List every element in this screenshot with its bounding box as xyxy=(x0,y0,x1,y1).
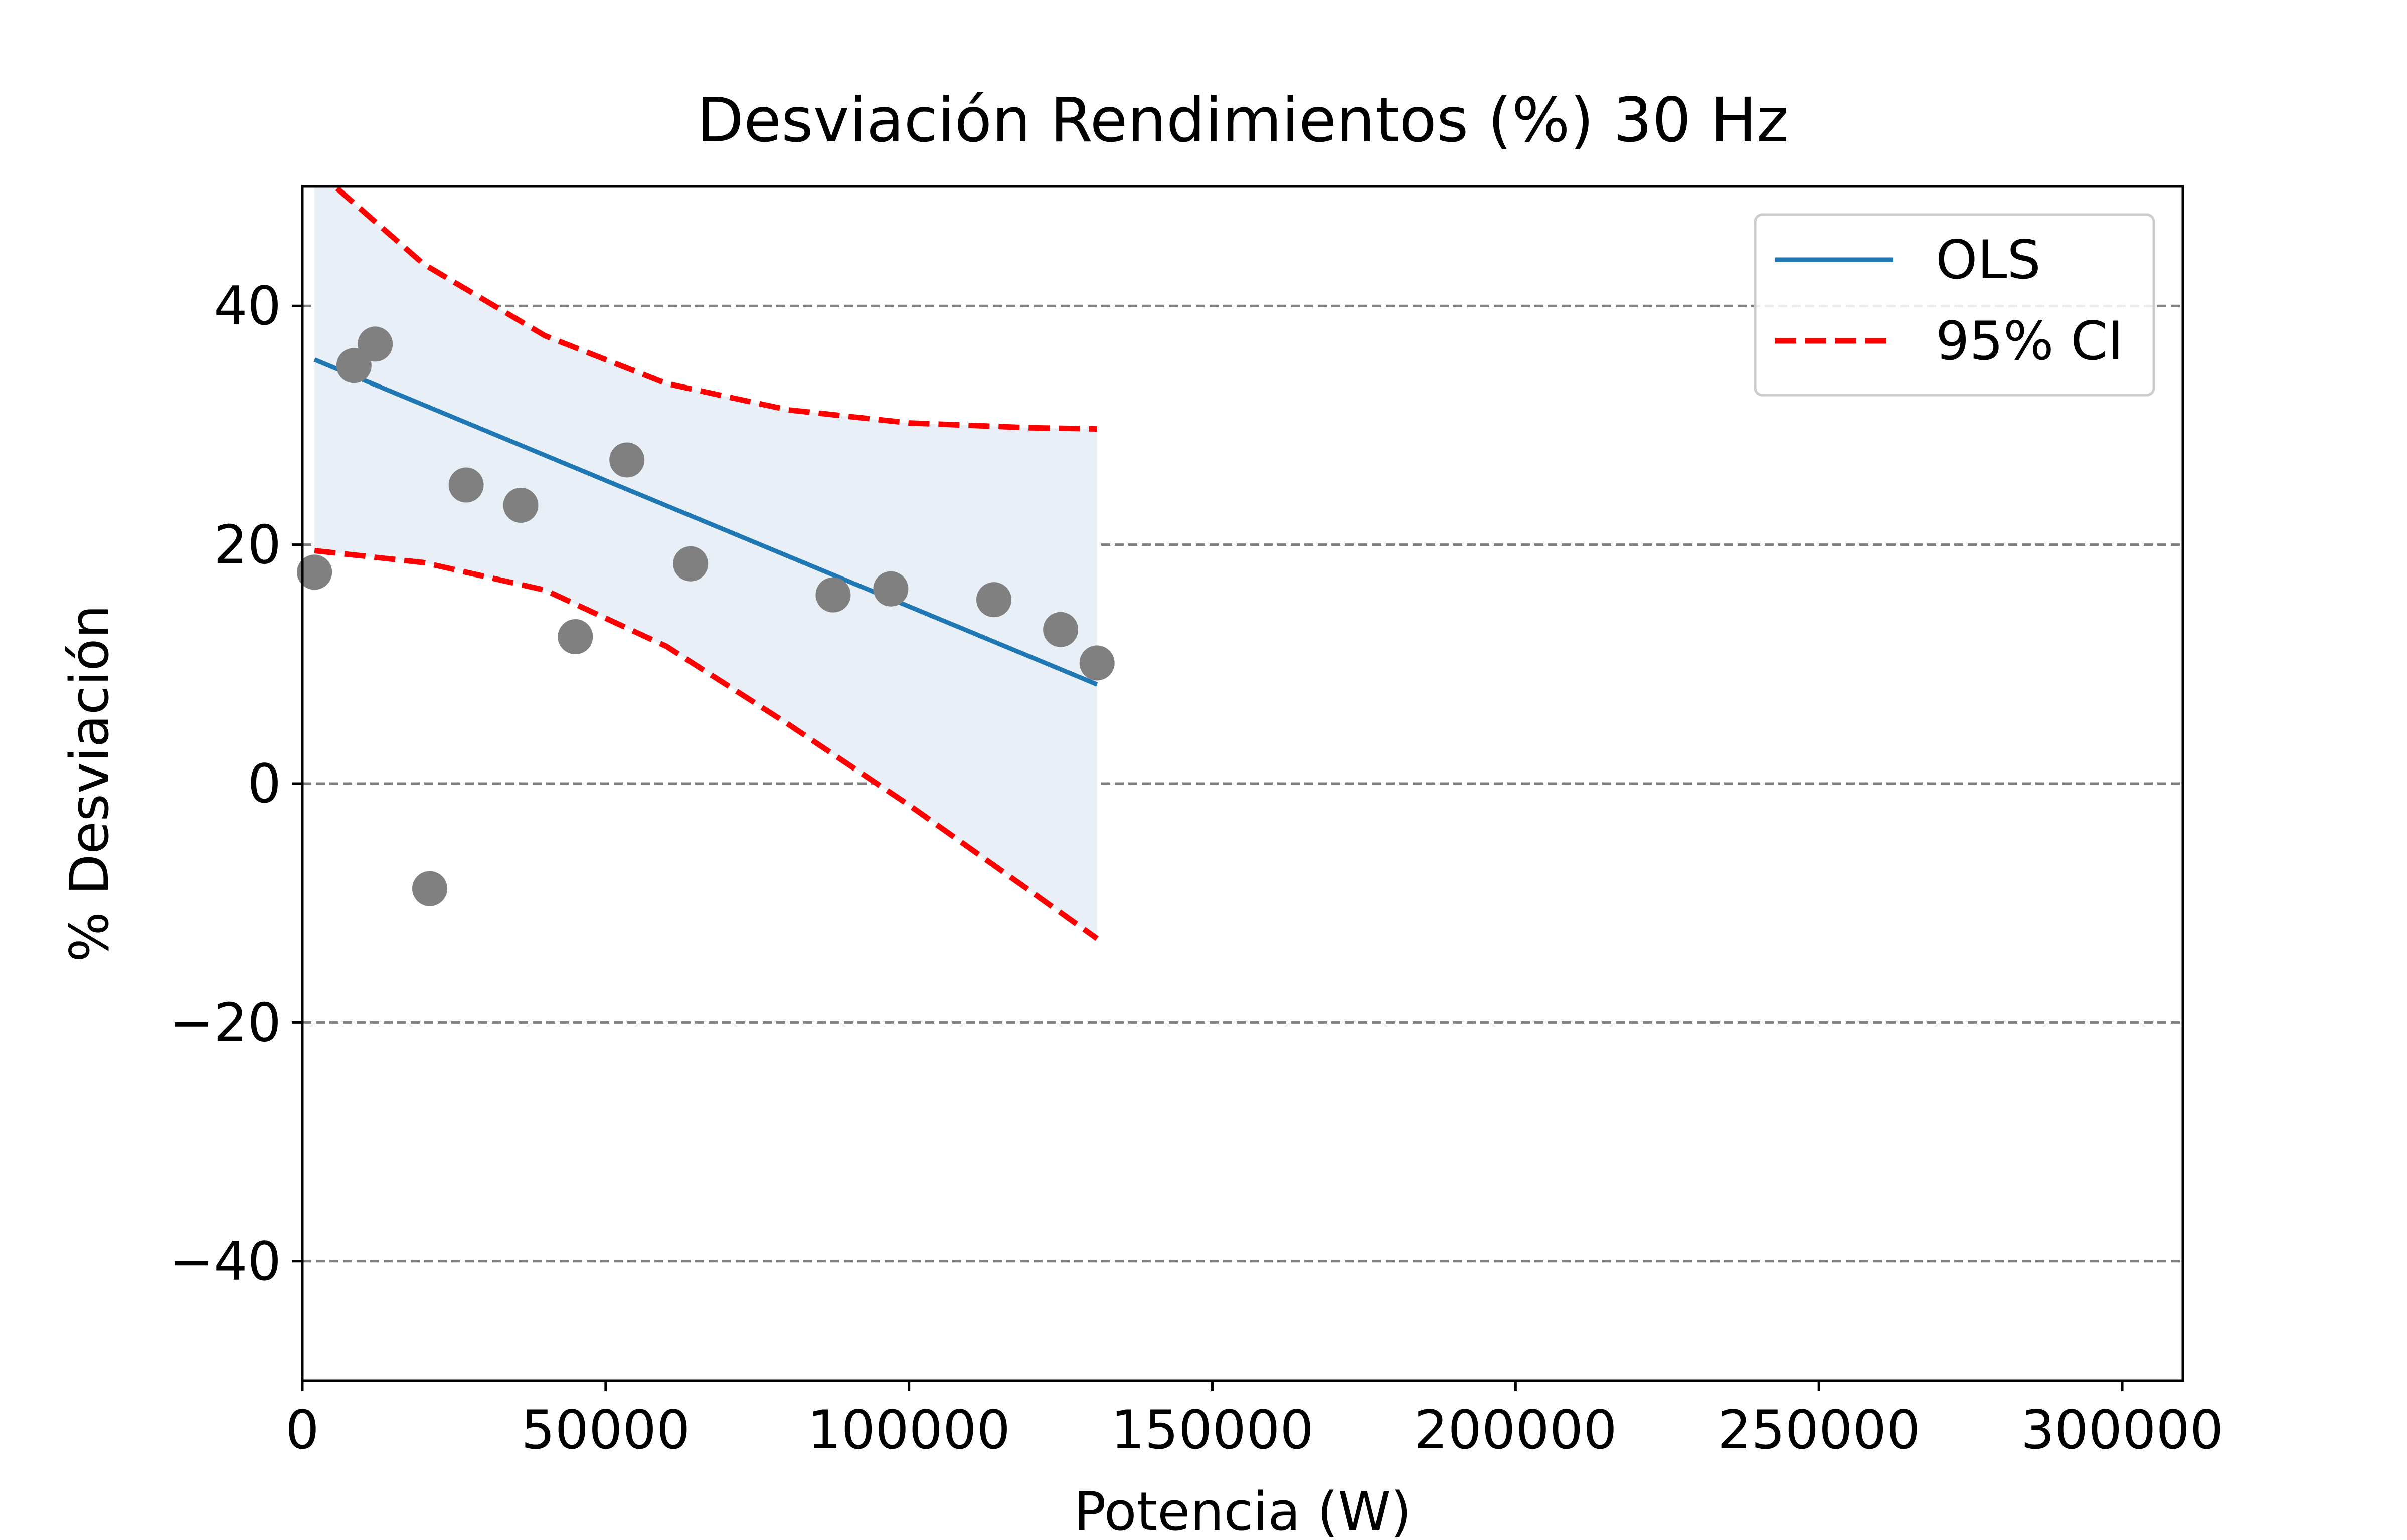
ci-lower-line xyxy=(314,548,1099,941)
data-points xyxy=(297,326,1115,906)
data-point xyxy=(503,487,539,523)
data-point xyxy=(297,554,332,590)
y-axis-ticks: −40 −20 0 20 40 xyxy=(169,275,302,1292)
y-tick-label: 0 xyxy=(248,753,281,815)
data-point xyxy=(558,619,593,655)
x-tick-label: 50000 xyxy=(521,1399,690,1461)
legend: OLS 95% CI xyxy=(1754,213,2155,397)
ols-regression-line xyxy=(313,357,1098,687)
data-point xyxy=(609,442,645,478)
data-point xyxy=(1079,645,1115,681)
data-point xyxy=(673,546,709,582)
data-point xyxy=(1043,612,1079,647)
x-tick-label: 200000 xyxy=(1414,1399,1617,1461)
data-point xyxy=(358,326,393,362)
legend-label-ci: 95% CI xyxy=(1936,310,2124,372)
legend-label-ols: OLS xyxy=(1936,229,2041,291)
data-point xyxy=(815,577,851,613)
x-tick-label: 100000 xyxy=(807,1399,1010,1461)
y-tick-label: 20 xyxy=(214,514,281,576)
x-tick-label: 300000 xyxy=(2021,1399,2224,1461)
y-tick-label: −20 xyxy=(169,992,281,1053)
chart-title: Desviación Rendimientos (%) 30 Hz xyxy=(697,85,1789,156)
data-point xyxy=(412,871,448,906)
x-tick-label: 150000 xyxy=(1111,1399,1314,1461)
data-point xyxy=(448,467,484,503)
data-point xyxy=(873,571,909,607)
x-tick-label: 0 xyxy=(285,1399,319,1461)
y-axis-title: % Desviación xyxy=(59,605,120,962)
y-tick-label: −40 xyxy=(169,1231,281,1292)
x-axis-ticks: 0 50000 100000 150000 200000 250000 300000 xyxy=(285,1381,2223,1461)
y-tick-label: 40 xyxy=(214,275,281,337)
x-axis-title: Potencia (W) xyxy=(1074,1481,1412,1540)
ci-lines xyxy=(314,186,1099,941)
x-tick-label: 250000 xyxy=(1717,1399,1921,1461)
data-point xyxy=(336,348,372,383)
ci-upper-line xyxy=(330,186,1097,432)
data-point xyxy=(976,582,1012,618)
ols-line xyxy=(313,357,1098,687)
